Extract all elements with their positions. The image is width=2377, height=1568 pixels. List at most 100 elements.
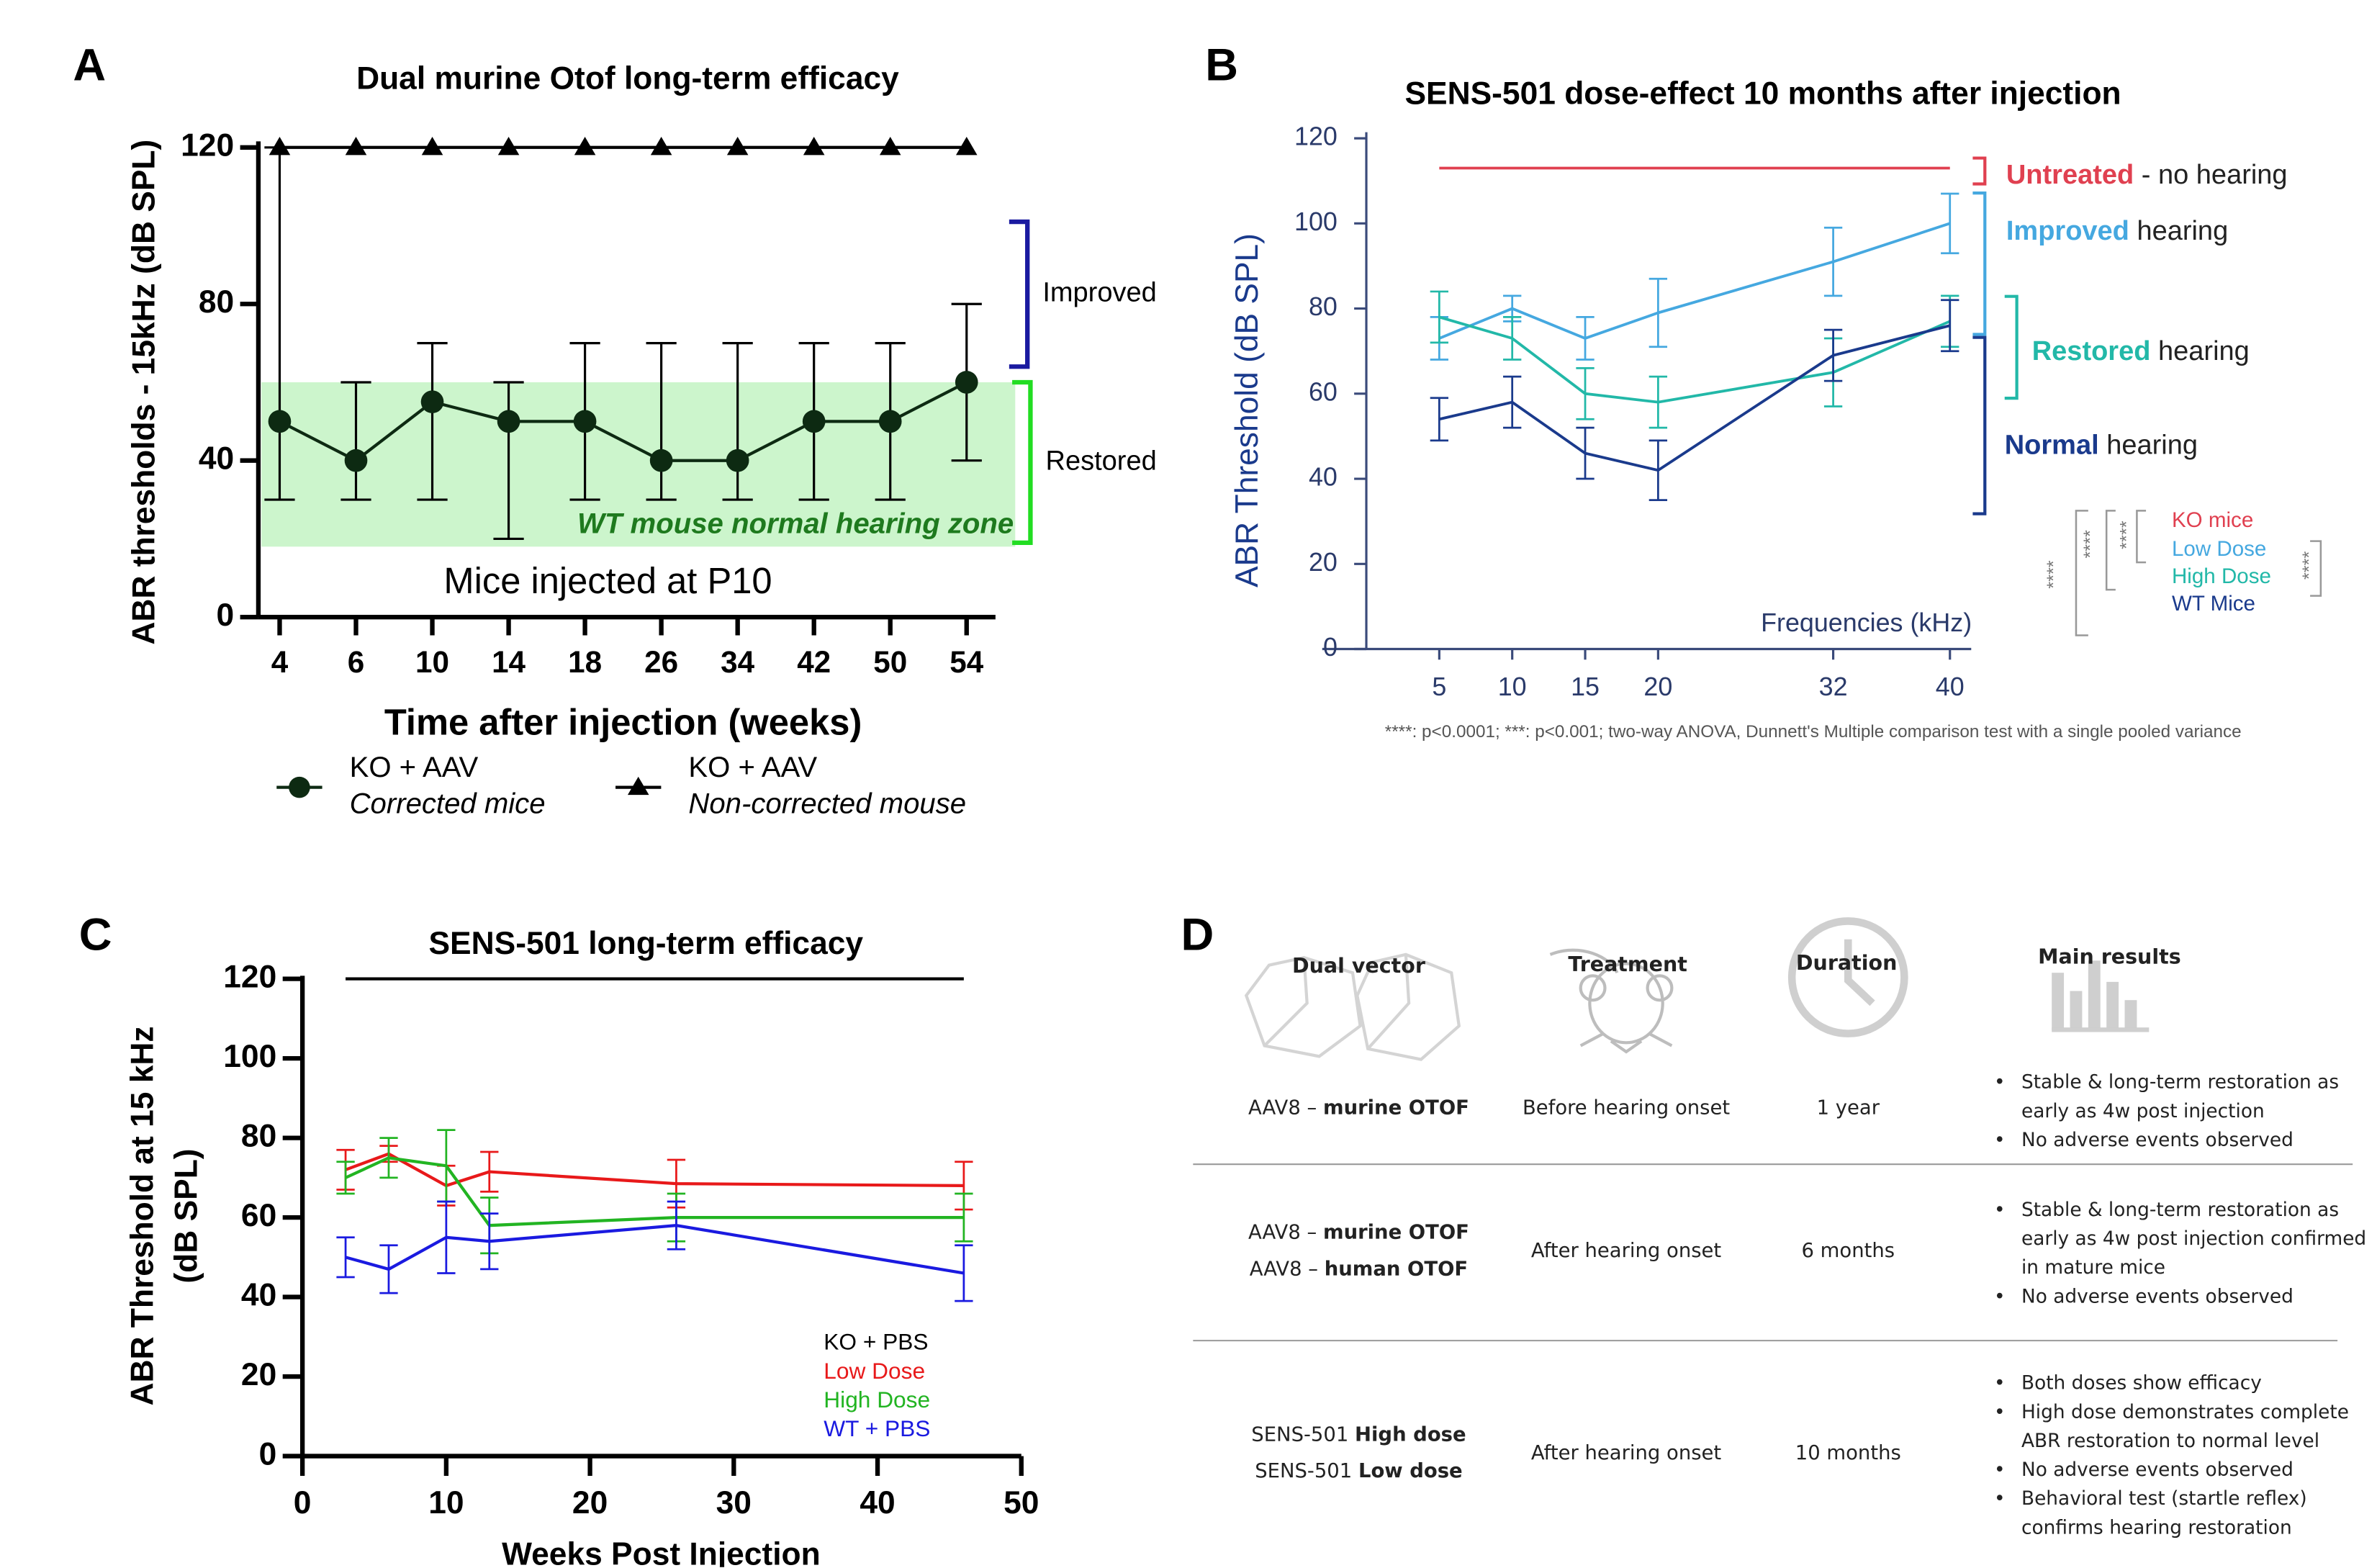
legend-label: High Dose (2172, 564, 2271, 588)
error-bar (480, 1150, 499, 1193)
legend-description: Corrected mice (350, 788, 546, 820)
vector-cell: SENS-501 High dose SENS-501 Low dose (1251, 1341, 1466, 1567)
bracket (1972, 156, 1987, 186)
x-tick-label: 30 (716, 1485, 752, 1520)
results-list: Both doses show efficacyHigh dose demons… (1991, 1341, 2374, 1567)
significance-label: **** (2116, 521, 2137, 549)
marker (878, 410, 902, 433)
y-axis-title: ABR thresholds - 15kHz (dB SPL) (126, 140, 161, 645)
x-tick-label: 20 (1643, 672, 1672, 701)
x-tick-label: 6 (348, 645, 364, 679)
panel-letter: D (1181, 909, 1214, 960)
marker (802, 410, 826, 433)
bracket (2004, 294, 2019, 400)
hearing-label: Restored hearing (2032, 336, 2250, 366)
error-bar (336, 1236, 355, 1279)
treatment-cell: After hearing onset (1530, 1441, 1722, 1465)
y-tick-label: 80 (241, 1118, 276, 1153)
series-line (1438, 222, 1951, 340)
legend-label: Low Dose (824, 1358, 925, 1384)
error-bar (340, 381, 371, 501)
legend-label: KO + AAV (350, 752, 479, 783)
result-item: No adverse events observed (1991, 1454, 2374, 1482)
vector-text: AAV8 – (1248, 1222, 1323, 1245)
vector-bold: human OTOF (1324, 1258, 1469, 1281)
x-tick-label: 14 (492, 645, 526, 679)
vector-bold: High dose (1355, 1423, 1466, 1446)
marker (573, 410, 597, 433)
marker (955, 137, 978, 156)
error-bar (1576, 316, 1595, 361)
marker (497, 410, 520, 433)
x-tick-label: 10 (428, 1485, 464, 1520)
error-bar (1576, 366, 1595, 420)
significance-label: **** (2080, 530, 2101, 559)
y-axis-title: (dB SPL) (168, 1148, 204, 1283)
x-tick-label: 18 (568, 645, 602, 679)
x-tick-label: 50 (873, 645, 907, 679)
x-tick-label: 42 (797, 645, 831, 679)
error-bar (437, 1200, 456, 1274)
error-bar (1823, 328, 1843, 382)
y-tick-label: 40 (199, 441, 234, 476)
marker (955, 371, 978, 394)
error-bar (667, 1200, 686, 1251)
hearing-label-text: hearing (2137, 216, 2228, 246)
legend-label: WT + PBS (824, 1415, 930, 1441)
table-panel: Dual vector Treatment Duration Main results… (1186, 897, 2377, 1567)
bracket (1972, 335, 1987, 515)
significance-label: **** (2044, 560, 2064, 589)
marker (650, 137, 672, 156)
error-bar (646, 342, 677, 501)
vector-cell: AAV8 – murine OTOF (1248, 1055, 1469, 1164)
x-tick-label: 34 (721, 645, 754, 679)
marker (879, 137, 901, 156)
marker (344, 449, 368, 472)
y-axis-title: ABR Threshold (dB SPL) (1230, 233, 1265, 587)
vector-bold: murine OTOF (1322, 1097, 1469, 1120)
y-tick-label: 60 (241, 1198, 276, 1233)
annotation: Mice injected at P10 (443, 560, 772, 601)
series-line (279, 381, 968, 463)
icon-vector (1244, 952, 1461, 1061)
result-item: High dose demonstrates complete ABR rest… (1991, 1396, 2374, 1454)
error-bar (1430, 290, 1449, 344)
y-tick-label: 100 (1294, 207, 1338, 236)
error-bar (1941, 299, 1959, 353)
vector-text: SENS-501 (1255, 1459, 1358, 1483)
x-tick-label: 10 (1498, 672, 1527, 701)
vector-line: AAV8 – murine OTOF (1248, 1216, 1469, 1253)
zone-label: WT mouse normal hearing zone (577, 508, 1014, 539)
legend-label: KO + PBS (824, 1329, 928, 1355)
y-tick-label: 120 (223, 959, 276, 994)
x-tick-label: 20 (572, 1485, 608, 1520)
y-tick-label: 0 (1323, 633, 1338, 662)
y-tick-label: 80 (199, 284, 234, 320)
legend-label: KO mice (2172, 508, 2253, 532)
result-item: No adverse events observed (1991, 1281, 2374, 1310)
hearing-label-bold: Improved (2006, 216, 2129, 246)
y-tick-label: 40 (241, 1277, 276, 1312)
legend-label: WT Mice (2172, 592, 2255, 616)
results-list: Stable & long-term restoration as early … (1991, 1055, 2374, 1164)
result-item: No adverse events observed (1991, 1124, 2374, 1153)
bracket (1009, 219, 1030, 369)
legend-marker (627, 776, 649, 796)
y-tick-label: 20 (241, 1357, 276, 1392)
x-tick-label: 32 (1819, 672, 1848, 701)
duration-cell: 6 months (1801, 1240, 1895, 1263)
y-tick-label: 0 (216, 598, 234, 633)
vector-cell: AAV8 – murine OTOF AAV8 – human OTOF (1248, 1164, 1469, 1341)
icon-mouse (1549, 948, 1674, 1054)
marker (803, 137, 825, 156)
table-rules (1193, 1163, 2353, 1342)
chart-title: SENS-501 dose-effect 10 months after inj… (1404, 76, 2121, 112)
column-header: Main results (2038, 945, 2181, 970)
result-item: Behavioral test (startle reflex) confirm… (1991, 1483, 2374, 1541)
y-tick-label: 40 (1309, 463, 1338, 492)
y-tick-label: 0 (259, 1436, 277, 1472)
marker (268, 410, 292, 433)
legend-label: High Dose (824, 1387, 930, 1412)
